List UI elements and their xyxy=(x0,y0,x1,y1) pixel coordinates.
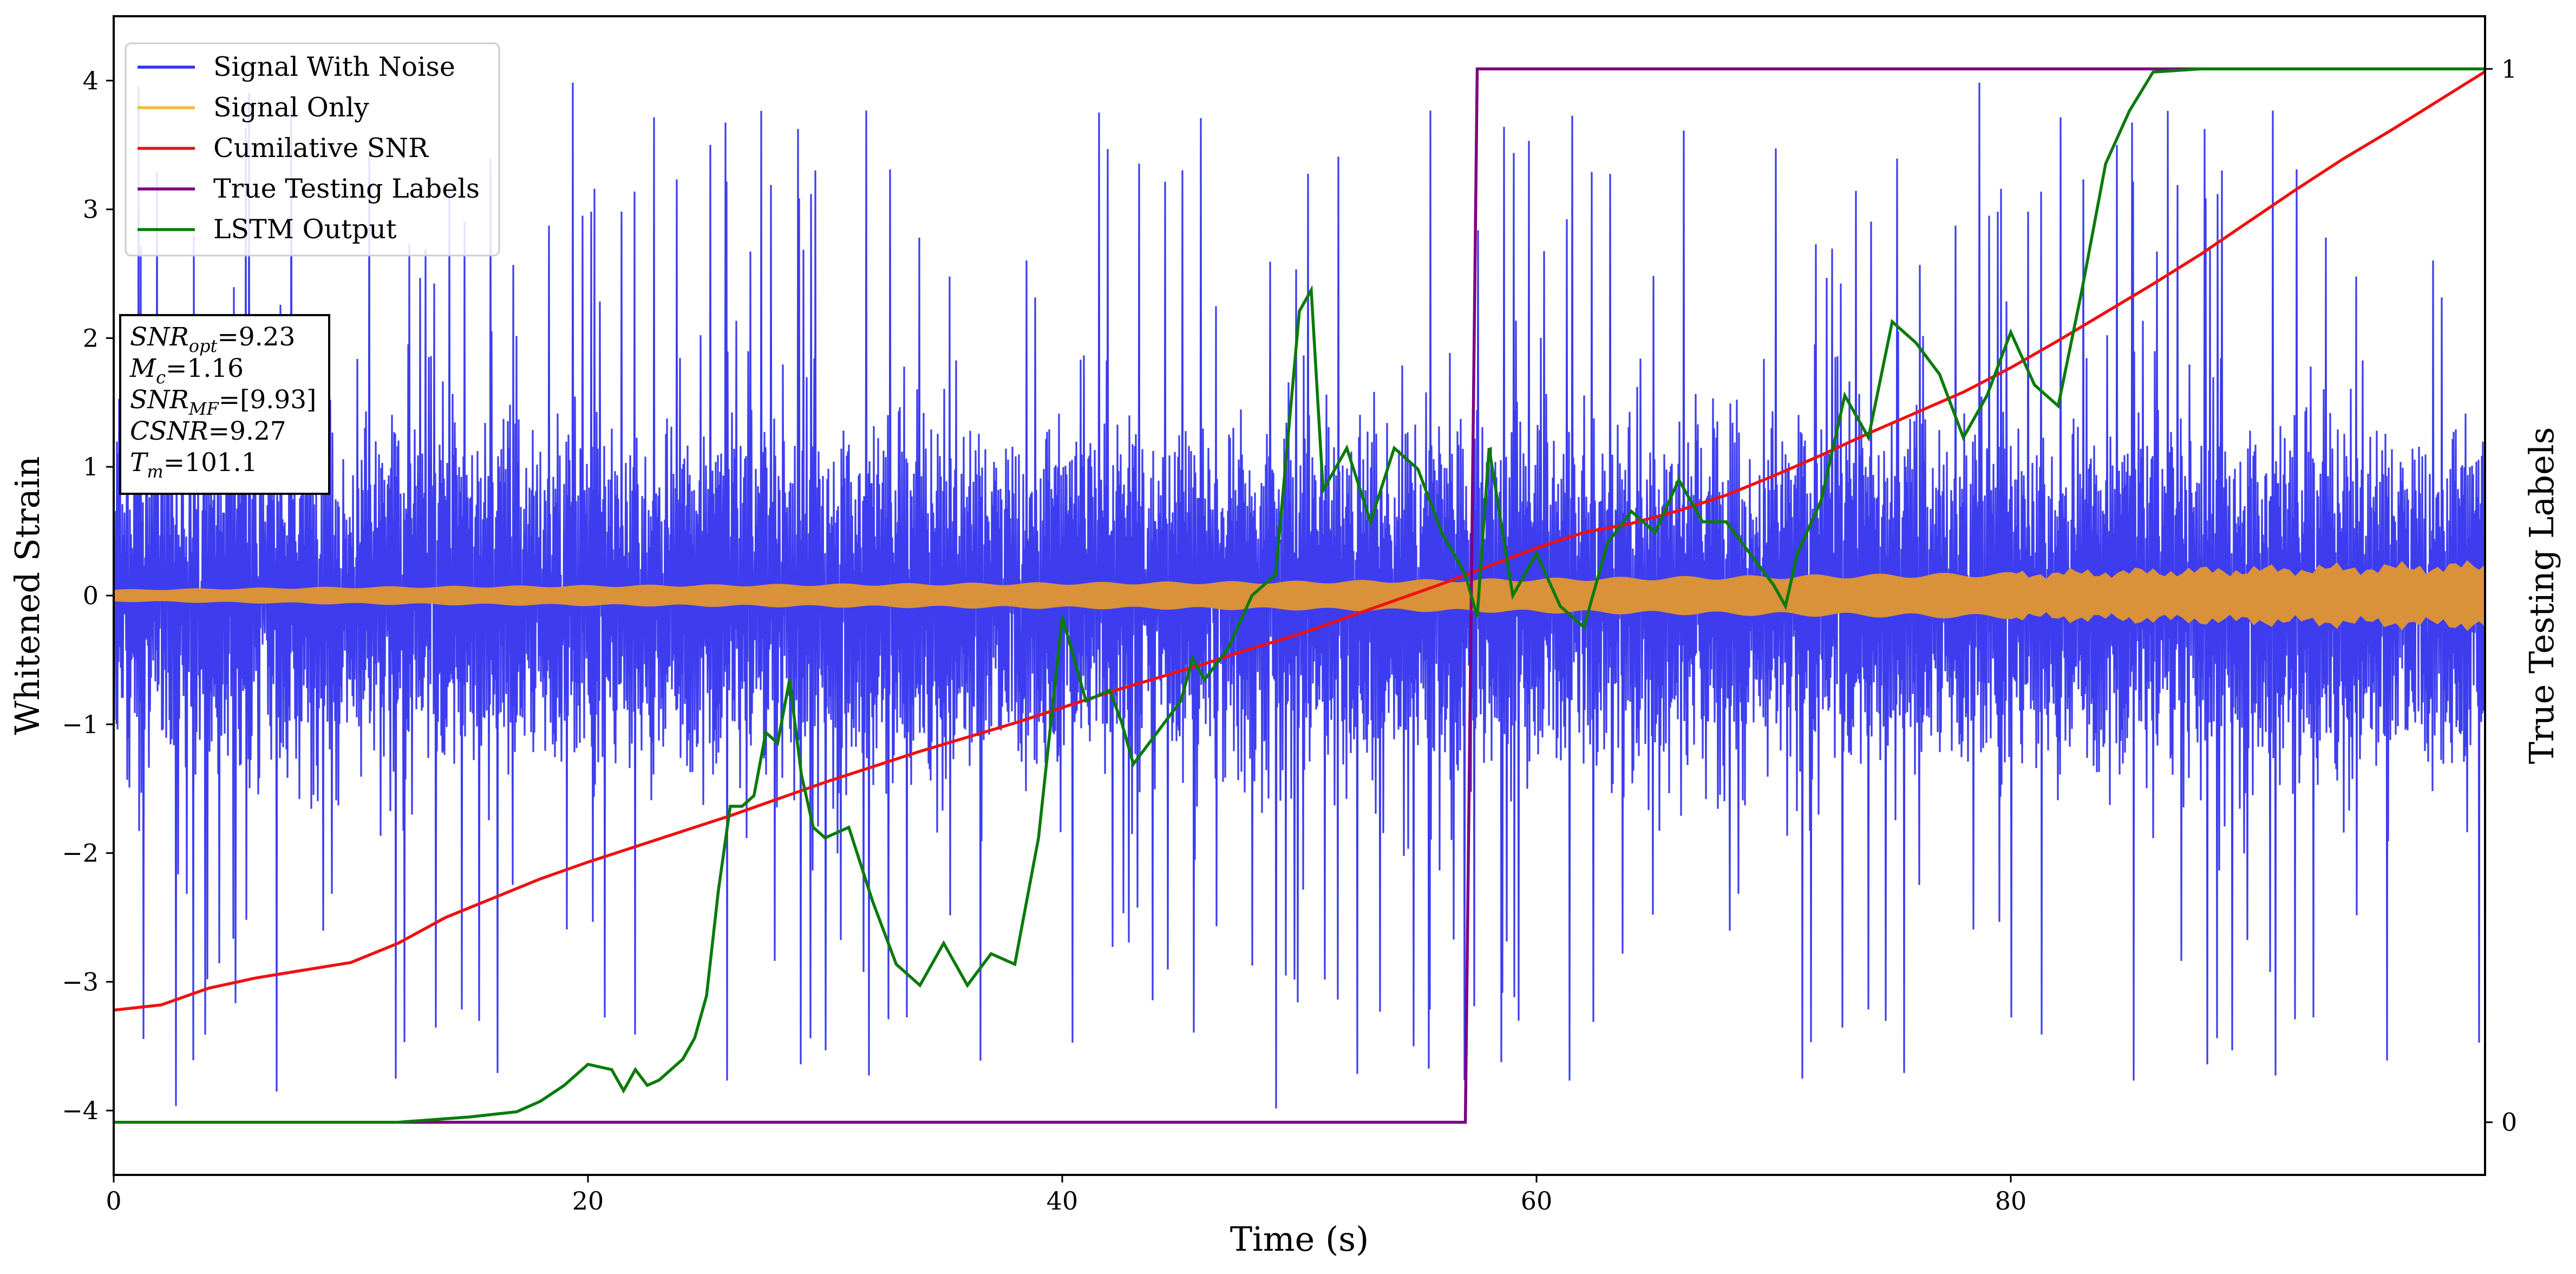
series-cumilative-snr xyxy=(114,70,2485,1012)
legend-label: Cumilative SNR xyxy=(213,133,429,164)
legend-label: Signal With Noise xyxy=(213,51,455,82)
y-axis-label: Whitened Strain xyxy=(8,456,47,735)
y-tick-label: −2 xyxy=(62,839,99,868)
x-tick-label: 80 xyxy=(1995,1186,2027,1216)
y-tick-label: 1 xyxy=(83,452,99,481)
annotation-line: CSNR=9.27 xyxy=(130,416,286,446)
plot-area xyxy=(114,67,2485,1124)
series-lstm-output xyxy=(114,67,2485,1124)
parameter-annotation: SNRopt=9.23Mc=1.16SNRMF=[9.93]CSNR=9.27T… xyxy=(119,314,330,495)
legend-box xyxy=(125,42,500,257)
x-tick-label: 60 xyxy=(1521,1186,1553,1216)
x-tick-label: 0 xyxy=(106,1186,121,1216)
y-tick-label: 4 xyxy=(83,66,99,95)
y-tick-label: 2 xyxy=(83,323,99,352)
legend: Signal With Noise Signal Only Cumilative S… xyxy=(125,42,500,257)
legend-label: LSTM Output xyxy=(213,214,397,245)
y-tick-label: 0 xyxy=(83,581,99,610)
annotation-line: SNRopt=9.23 xyxy=(130,322,295,356)
x-axis-label: Time (s) xyxy=(1230,1219,1369,1259)
annotation-line: Tm=101.1 xyxy=(130,448,258,482)
x-tick-label: 20 xyxy=(572,1186,604,1216)
annotation-line: SNRMF=[9.93] xyxy=(130,385,316,419)
y-tick-label: −1 xyxy=(62,710,99,739)
series-signal-with-noise xyxy=(114,82,2485,1109)
legend-label: True Testing Labels xyxy=(213,173,480,204)
annotation-box xyxy=(119,314,330,495)
annotation-line: Mc=1.16 xyxy=(129,354,244,388)
y-tick-label: 3 xyxy=(83,195,99,224)
series-signal-only xyxy=(114,560,2485,631)
y2-tick-label: 0 xyxy=(2501,1108,2517,1137)
y-tick-label: −4 xyxy=(62,1096,99,1125)
y-tick-label: −3 xyxy=(62,967,99,996)
y2-axis-label: True Testing Labels xyxy=(2522,427,2561,765)
legend-label: Signal Only xyxy=(213,92,369,123)
y2-tick-label: 1 xyxy=(2501,54,2517,83)
x-tick-label: 40 xyxy=(1047,1186,1078,1216)
